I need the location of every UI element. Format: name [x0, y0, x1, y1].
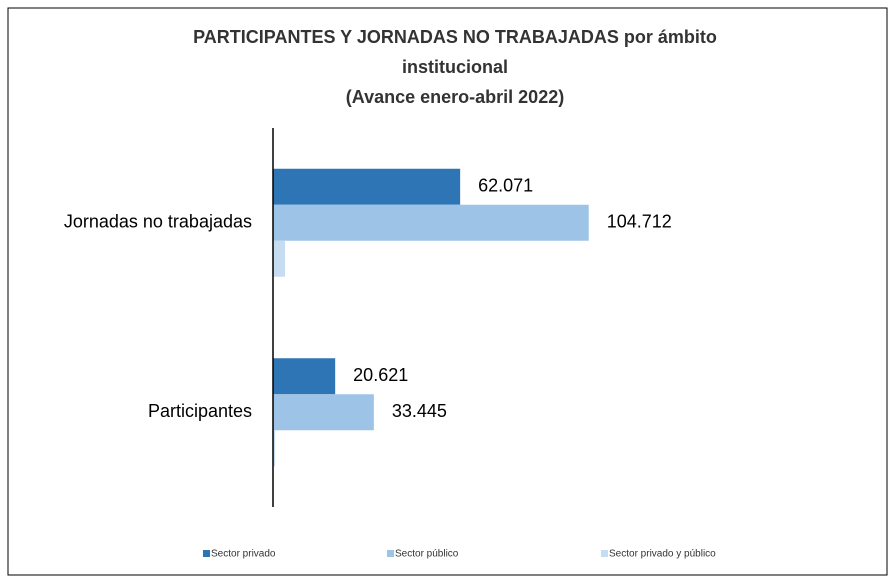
chart-title: institucional: [402, 57, 508, 77]
bar: [273, 168, 461, 205]
y-tick-label: Jornadas no trabajadas: [64, 212, 252, 232]
legend-label: Sector público: [395, 549, 459, 560]
bar: [273, 358, 336, 395]
legend-label: Sector privado: [211, 549, 276, 560]
bar: [273, 430, 276, 467]
legend-swatch: [387, 550, 394, 557]
data-label: 104.712: [607, 212, 672, 232]
bar: [273, 240, 286, 277]
data-label: 62.071: [478, 176, 533, 196]
chart-border: [7, 7, 888, 576]
legend-label: Sector privado y público: [609, 549, 716, 560]
data-label: 20.621: [353, 365, 408, 385]
chart-subtitle: (Avance enero-abril 2022): [346, 87, 564, 107]
data-label: 33.445: [392, 401, 447, 421]
bar: [273, 204, 589, 241]
legend-swatch: [203, 550, 210, 557]
chart-title: PARTICIPANTES Y JORNADAS NO TRABAJADAS p…: [193, 27, 717, 47]
y-tick-label: Participantes: [148, 401, 252, 421]
legend-swatch: [601, 550, 608, 557]
bar: [273, 394, 374, 431]
